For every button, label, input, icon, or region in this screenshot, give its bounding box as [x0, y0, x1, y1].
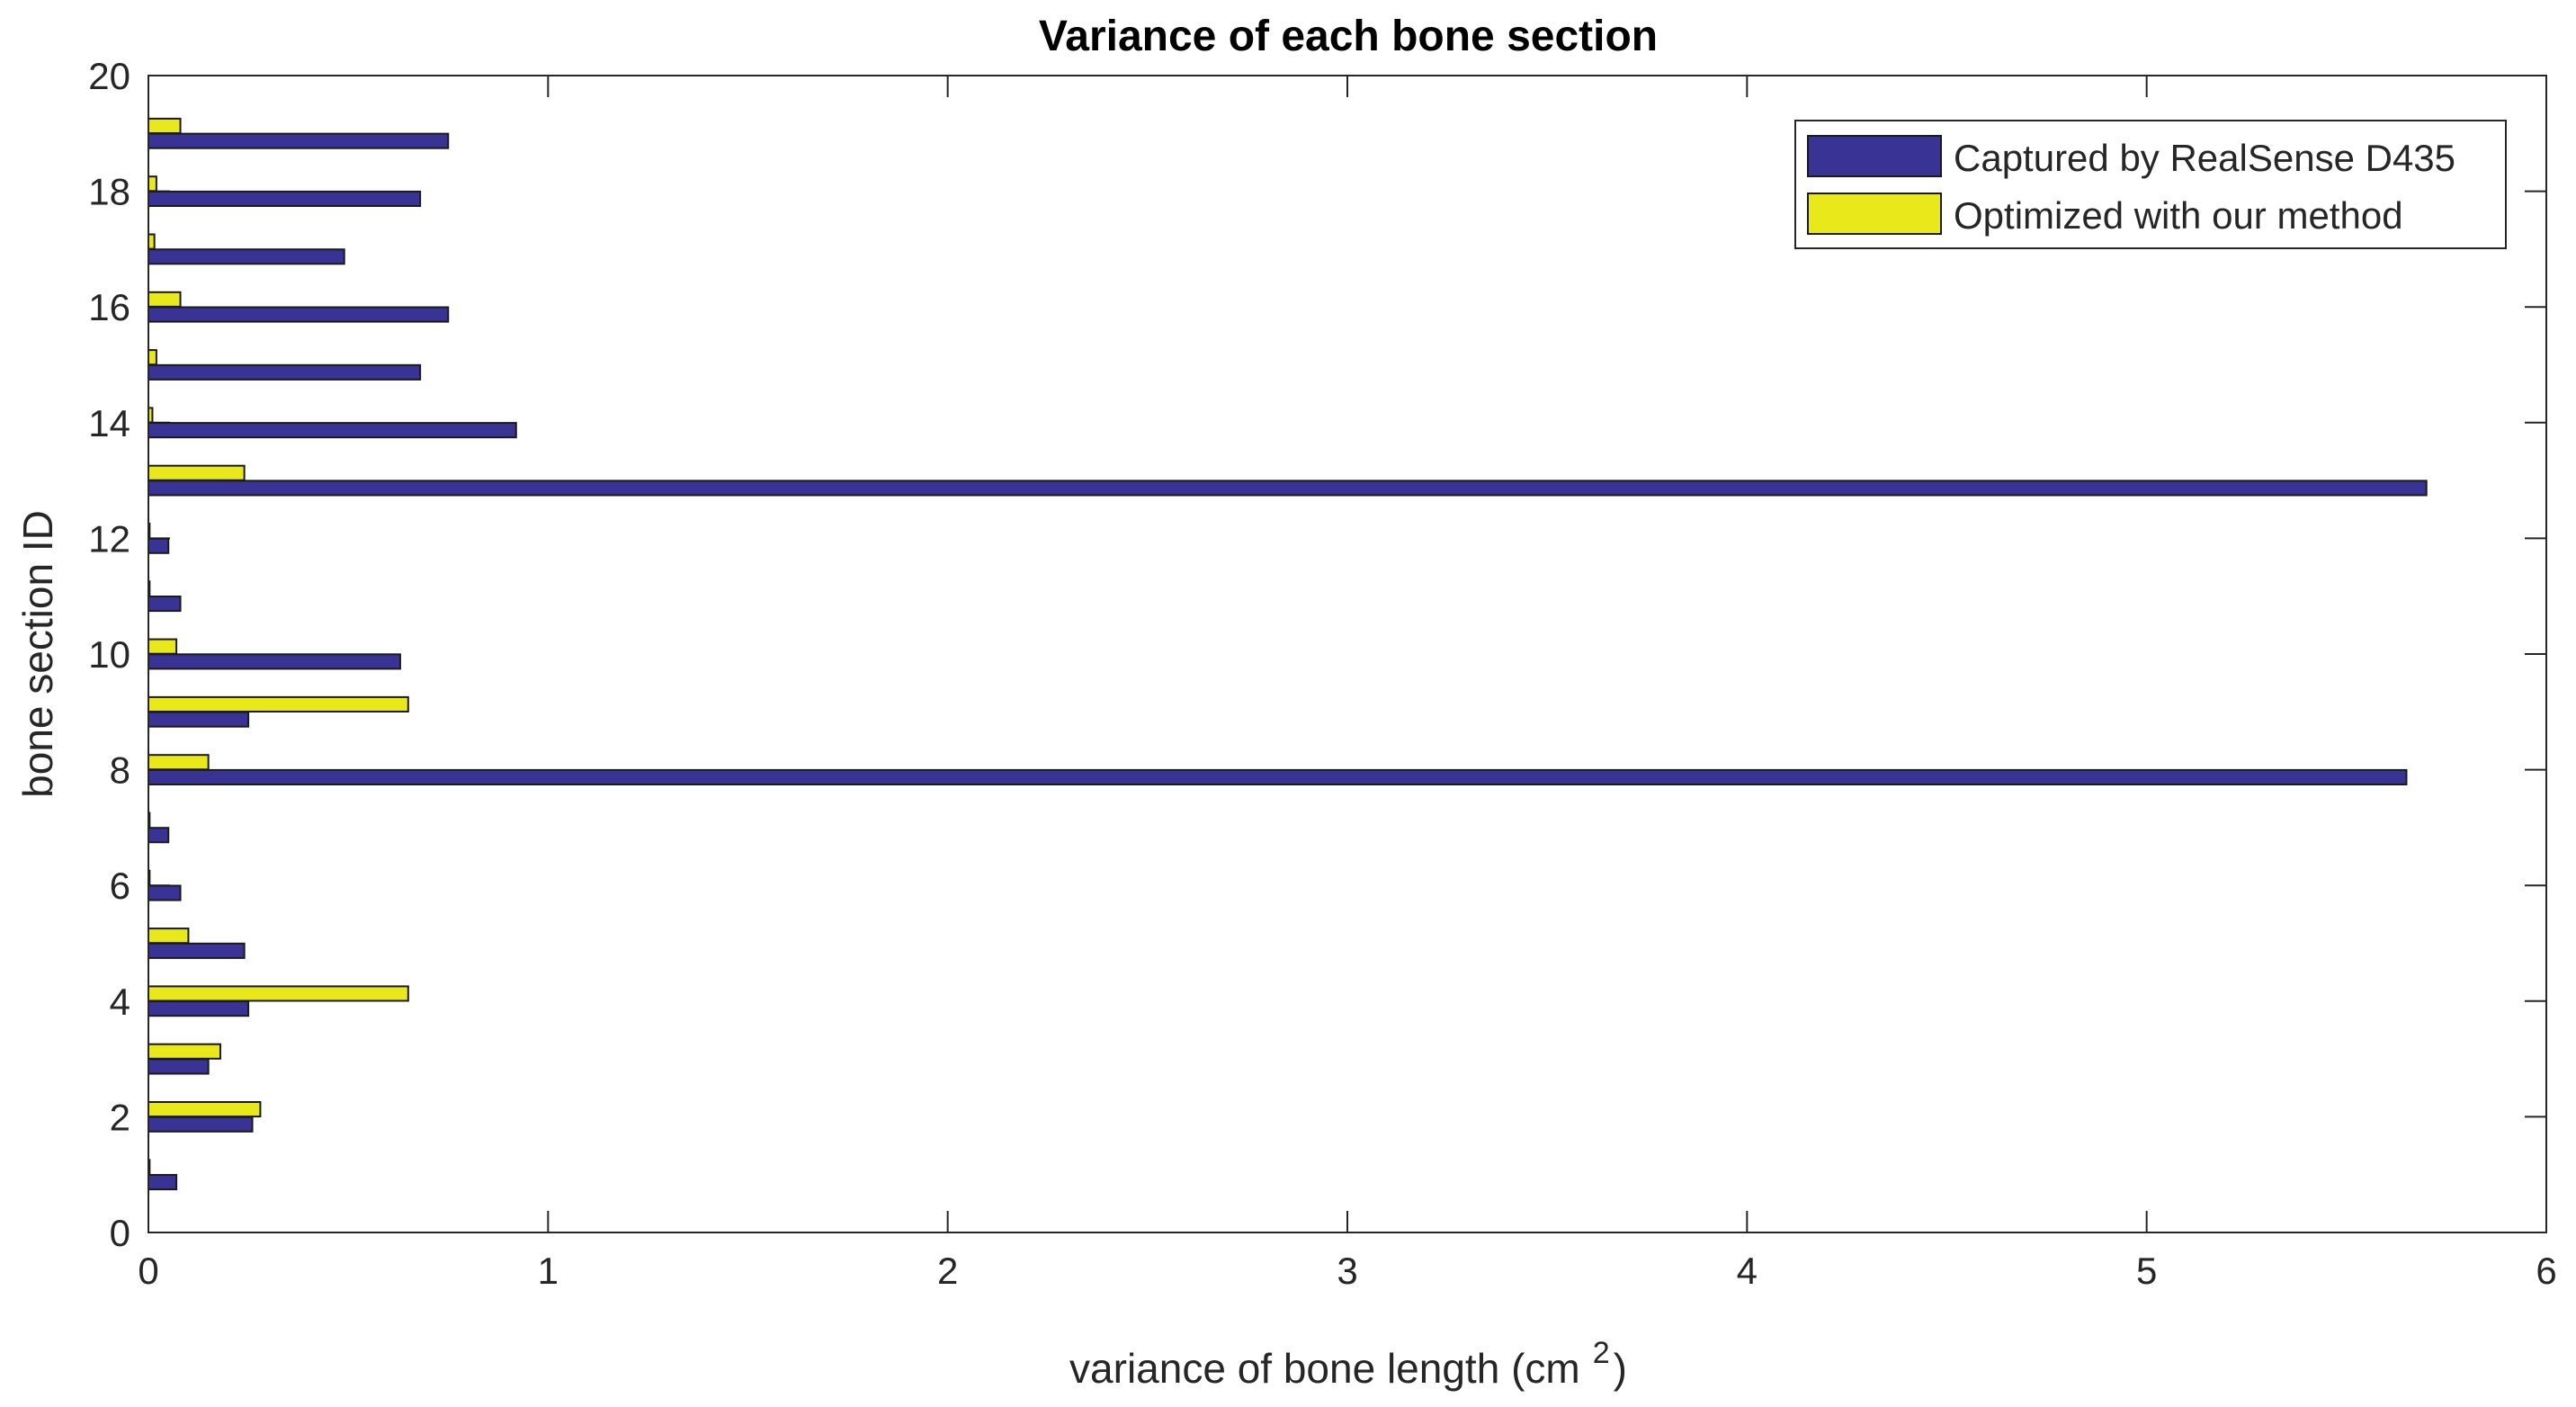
y-tick-label: 20: [88, 55, 130, 97]
bar-captured: [148, 596, 182, 613]
bar-captured: [148, 190, 422, 207]
y-tick-label: 18: [88, 171, 130, 213]
x-tick-label: 5: [2136, 1250, 2157, 1292]
x-tick-label: 2: [937, 1250, 958, 1292]
axes-box: [148, 75, 2547, 1233]
bar-optimized: [148, 928, 190, 945]
x-tick-label: 3: [1337, 1250, 1357, 1292]
bar-captured: [148, 537, 170, 554]
y-tick-labels: 0 2 4 6 8 10 12 14 16 18 20: [88, 55, 130, 1254]
y-tick-label: 2: [110, 1096, 130, 1138]
bar-captured: [148, 479, 2428, 497]
y-tick-label: 8: [110, 749, 130, 792]
bar-optimized: [148, 754, 210, 771]
x-axis-label-text: variance of bone length (cm: [1069, 1345, 1580, 1392]
bar-captured: [148, 942, 246, 959]
x-axis-label-suffix: ): [1614, 1345, 1627, 1392]
legend: Captured by RealSense D435 Optimized wit…: [1794, 120, 2507, 249]
y-tick-label: 16: [88, 286, 130, 328]
y-tick-label: 4: [110, 981, 130, 1023]
bar-optimized: [148, 985, 409, 1002]
legend-label-captured: Captured by RealSense D435: [1954, 137, 2455, 179]
bar-captured: [148, 306, 450, 323]
y-tick-label: 10: [88, 633, 130, 676]
bar-captured: [148, 363, 422, 381]
bar-optimized: [148, 1101, 262, 1118]
bar-optimized: [148, 638, 178, 655]
bar-captured: [148, 768, 2408, 785]
bar-captured: [148, 1174, 178, 1191]
plot-area: [148, 76, 2546, 1232]
bar-captured: [148, 132, 450, 149]
x-axis-label: variance of bone length (cm 2): [1069, 1336, 1627, 1392]
bar-optimized: [148, 349, 157, 366]
bar-optimized: [148, 175, 157, 193]
bar-optimized: [148, 1043, 221, 1060]
x-tick-label: 1: [538, 1250, 559, 1292]
legend-swatch-captured: [1807, 135, 1942, 177]
bar-captured: [148, 1058, 210, 1075]
chart-title: Variance of each bone section: [1039, 13, 1658, 60]
legend-swatch-optimized: [1807, 193, 1942, 235]
x-tick-labels: 0 1 2 3 4 5 6: [138, 1250, 2556, 1292]
y-tick-label: 0: [110, 1212, 130, 1254]
bar-optimized: [148, 695, 409, 712]
y-tick-label: 14: [88, 402, 130, 444]
y-tick-label: 12: [88, 517, 130, 560]
y-tick-label: 6: [110, 865, 130, 907]
y-axis-label: bone section ID: [14, 510, 61, 798]
x-axis-label-superscript: 2: [1593, 1336, 1610, 1370]
bar-captured: [148, 827, 170, 844]
x-tick-label: 4: [1737, 1250, 1758, 1292]
bar-captured: [148, 1000, 250, 1017]
bar-captured: [148, 248, 345, 265]
bar-captured: [148, 1116, 254, 1133]
x-tick-label: 0: [138, 1250, 158, 1292]
legend-label-optimized: Optimized with our method: [1954, 194, 2403, 237]
bar-captured: [148, 422, 517, 439]
bar-optimized: [148, 117, 182, 134]
bar-optimized: [148, 464, 246, 481]
bar-captured: [148, 884, 182, 901]
bar-captured: [148, 711, 250, 728]
x-tick-label: 6: [2536, 1250, 2556, 1292]
bar-optimized: [148, 291, 182, 308]
bar-captured: [148, 653, 401, 670]
